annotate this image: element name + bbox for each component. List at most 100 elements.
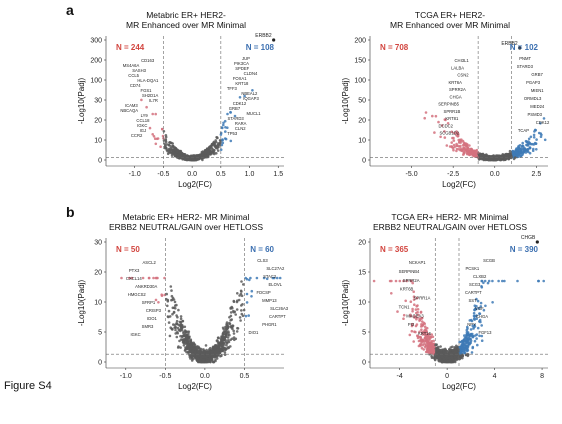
- data-point: [471, 335, 475, 339]
- data-point: [542, 117, 546, 120]
- data-point: [430, 344, 434, 347]
- data-point: [475, 153, 478, 157]
- gene-label: CLN2: [235, 126, 246, 131]
- data-point: [164, 135, 168, 139]
- data-point: [426, 341, 430, 344]
- data-point: [531, 149, 535, 152]
- gene-label: CRISP3: [146, 308, 162, 313]
- data-point: [402, 317, 405, 320]
- data-point: [226, 339, 230, 342]
- data-point: [202, 359, 205, 362]
- data-point: [182, 155, 186, 158]
- gene-label: FDCSP: [257, 290, 271, 295]
- data-point: [215, 152, 218, 155]
- data-point: [182, 344, 186, 347]
- outlier-point: [272, 38, 276, 42]
- data-point: [402, 313, 406, 317]
- y-axis-label: -Log10(Padj): [77, 280, 86, 327]
- data-point: [437, 356, 441, 360]
- data-point: [179, 315, 183, 318]
- data-point: [235, 308, 239, 311]
- data-point: [192, 341, 195, 345]
- x-tick-label: 2.5: [531, 171, 541, 178]
- data-point: [484, 304, 487, 308]
- data-point: [449, 359, 453, 363]
- data-point: [521, 153, 524, 157]
- scatter-points: [120, 276, 282, 364]
- data-point: [182, 332, 185, 335]
- data-point: [532, 136, 536, 139]
- y-tick-label: 200: [354, 38, 366, 45]
- data-point: [222, 123, 225, 127]
- data-point: [182, 341, 186, 344]
- data-point: [229, 311, 233, 314]
- data-point: [467, 338, 471, 342]
- data-point: [429, 342, 433, 345]
- data-point: [224, 333, 227, 336]
- data-point: [175, 150, 179, 154]
- data-point: [480, 334, 484, 338]
- gene-label: TFF3: [227, 86, 238, 91]
- data-point: [221, 126, 224, 130]
- data-point: [422, 348, 426, 351]
- data-point: [179, 155, 182, 158]
- gene-label: NPY: [467, 322, 476, 327]
- y-tick-label: 10: [94, 138, 102, 145]
- data-point: [203, 151, 207, 155]
- y-tick-label: 30: [94, 98, 102, 105]
- gene-label: LY9: [141, 113, 149, 118]
- data-point: [529, 135, 533, 139]
- data-point: [414, 324, 418, 328]
- data-point: [222, 121, 225, 125]
- data-point: [464, 344, 468, 348]
- data-point: [468, 319, 472, 322]
- data-point: [275, 276, 279, 280]
- gene-label: TCAP: [518, 128, 529, 133]
- data-point: [454, 347, 457, 350]
- gene-label: ICAM3: [125, 103, 138, 108]
- data-point: [204, 344, 208, 347]
- data-point: [240, 280, 243, 283]
- data-point: [212, 360, 215, 364]
- data-point: [452, 139, 456, 142]
- data-point: [413, 314, 416, 318]
- data-point: [120, 276, 123, 280]
- gene-label: PNMT: [519, 56, 531, 61]
- data-point: [463, 334, 466, 337]
- data-point: [471, 151, 474, 154]
- data-point: [527, 150, 530, 154]
- data-point: [216, 351, 219, 354]
- data-point: [446, 360, 449, 363]
- data-point: [221, 326, 225, 330]
- data-point: [172, 298, 176, 301]
- gene-label: TCN1: [399, 304, 411, 309]
- data-point: [463, 149, 467, 152]
- data-point: [161, 134, 165, 138]
- data-point: [141, 276, 145, 280]
- data-point: [480, 339, 484, 342]
- gene-label: FGF13: [478, 330, 492, 335]
- data-point: [425, 334, 428, 338]
- data-point: [461, 341, 465, 344]
- gene-label: MS4A6A: [123, 63, 140, 68]
- data-point: [238, 316, 242, 319]
- data-point: [430, 349, 433, 353]
- data-point: [224, 339, 227, 342]
- figure-label: Figure S4: [4, 380, 52, 392]
- gene-label: GRB7: [531, 72, 543, 77]
- data-point: [413, 303, 416, 306]
- data-point: [224, 126, 227, 129]
- x-tick-label: 0: [445, 373, 449, 380]
- data-point: [202, 351, 206, 355]
- data-point: [424, 344, 428, 348]
- data-point: [184, 346, 187, 349]
- data-point: [235, 300, 239, 304]
- data-point: [467, 333, 471, 337]
- y-tick-label: 100: [354, 78, 366, 85]
- data-point: [151, 133, 154, 136]
- data-point: [183, 158, 186, 161]
- data-point: [223, 351, 227, 354]
- data-point: [462, 347, 466, 350]
- data-point: [231, 324, 234, 327]
- x-tick-label: 4: [493, 373, 497, 380]
